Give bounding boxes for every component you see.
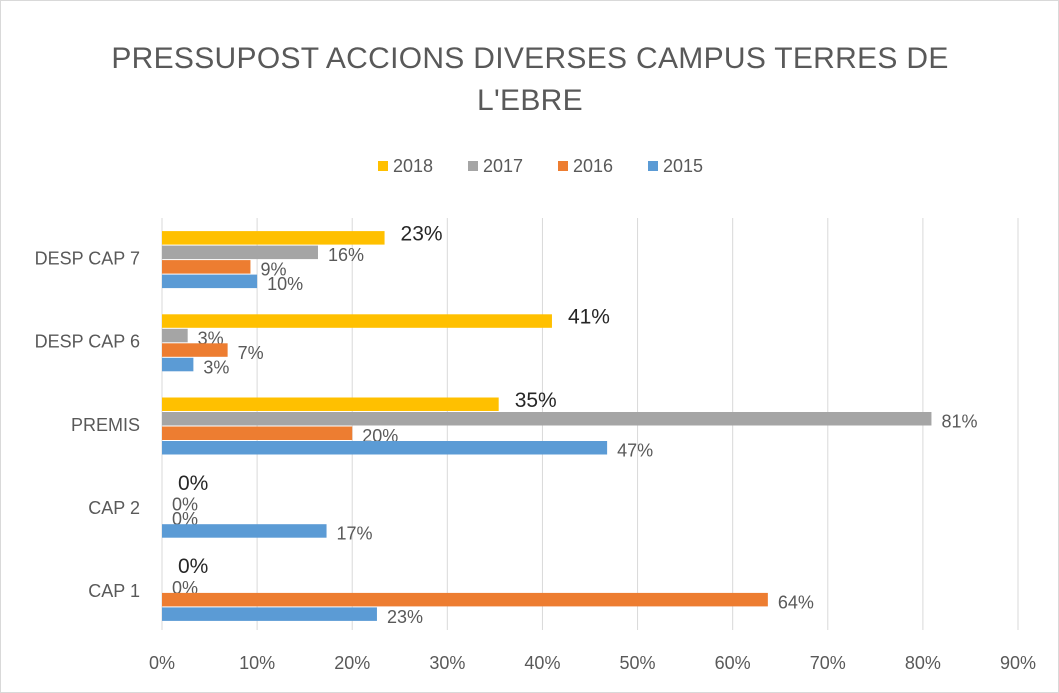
x-tick-label: 10% — [239, 653, 275, 673]
bar — [162, 231, 385, 245]
x-tick-label: 30% — [429, 653, 465, 673]
legend-label: 2015 — [663, 156, 703, 176]
bar — [162, 524, 327, 538]
legend-swatch — [648, 161, 658, 171]
bar — [162, 412, 932, 426]
data-label: 0% — [178, 555, 208, 578]
legend-label: 2018 — [393, 156, 433, 176]
data-label: 3% — [203, 357, 229, 377]
bar — [162, 607, 377, 621]
x-tick-label: 70% — [810, 653, 846, 673]
legend-swatch — [378, 161, 388, 171]
x-tick-label: 0% — [149, 653, 175, 673]
data-label: 47% — [617, 441, 653, 461]
data-label: 35% — [515, 389, 557, 412]
bar — [162, 357, 194, 372]
bar — [162, 397, 499, 411]
data-label: 7% — [238, 343, 264, 363]
y-tick-label: DESP CAP 6 — [35, 332, 140, 352]
y-tick-label: PREMIS — [71, 415, 140, 435]
bar — [162, 328, 188, 343]
bar — [162, 245, 318, 260]
chart-title: PRESSUPOST ACCIONS DIVERSES CAMPUS TERRE… — [111, 42, 949, 117]
bar — [162, 343, 228, 357]
data-label: 0% — [172, 495, 198, 515]
x-tick-label: 80% — [905, 653, 941, 673]
data-label: 81% — [941, 412, 977, 432]
legend-swatch — [468, 161, 478, 171]
legend-label: 2017 — [483, 156, 523, 176]
data-label: 23% — [387, 607, 423, 627]
data-label: 0% — [178, 472, 208, 495]
data-label: 41% — [568, 306, 610, 329]
data-label: 10% — [267, 274, 303, 294]
data-label: 17% — [337, 524, 373, 544]
data-label: 16% — [328, 245, 364, 265]
bar — [162, 314, 552, 328]
legend-swatch — [558, 161, 568, 171]
x-tick-label: 50% — [620, 653, 656, 673]
y-tick-label: DESP CAP 7 — [35, 248, 140, 268]
bar — [162, 260, 251, 274]
y-tick-label: CAP 1 — [88, 581, 140, 601]
data-label: 23% — [401, 222, 443, 245]
bar — [162, 426, 353, 440]
legend-label: 2016 — [573, 156, 613, 176]
x-tick-label: 40% — [524, 653, 560, 673]
x-tick-label: 20% — [334, 653, 370, 673]
x-tick-label: 90% — [1000, 653, 1036, 673]
y-tick-label: CAP 2 — [88, 498, 140, 518]
x-tick-label: 60% — [715, 653, 751, 673]
bar — [162, 441, 608, 455]
bar — [162, 274, 258, 289]
data-label: 9% — [260, 260, 286, 280]
data-label: 64% — [778, 592, 814, 612]
bar — [162, 592, 768, 607]
